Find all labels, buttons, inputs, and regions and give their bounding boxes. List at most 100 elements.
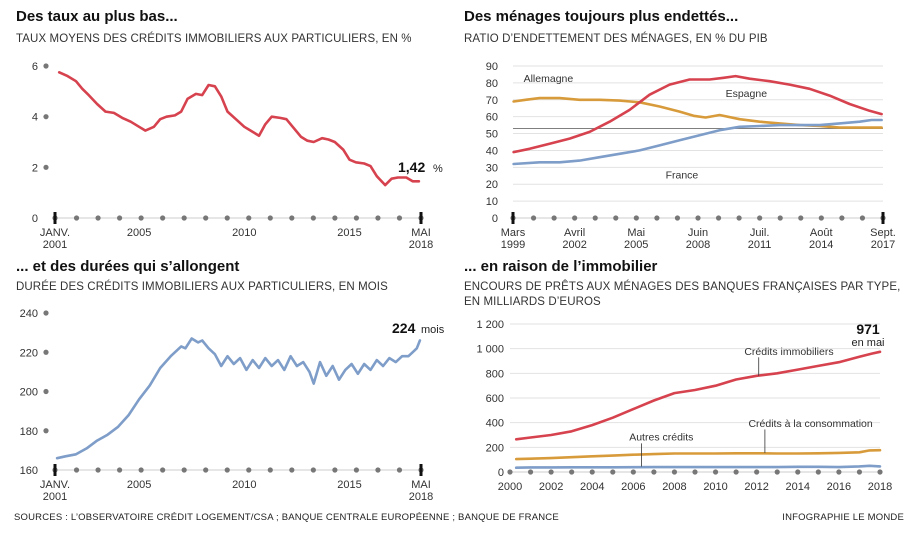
y-tick-label: 400 — [486, 418, 504, 430]
end-value-label: 1,42 — [398, 159, 425, 175]
x-tick-dot — [267, 215, 273, 221]
x-tick-label: 2012 — [744, 481, 768, 493]
series-line-allemagne — [512, 96, 883, 129]
x-tick-dot — [95, 215, 101, 221]
duration-panel: ... et des durées qui s’allongent DURÉE … — [0, 256, 456, 508]
x-tick-label: 2017 — [871, 239, 895, 251]
series-label: Crédits à la consommation — [748, 418, 872, 430]
x-tick-dot — [396, 467, 403, 473]
x-tick-dot — [651, 469, 657, 475]
x-tick-dot — [353, 467, 360, 473]
x-tick-dot — [736, 215, 742, 221]
x-tick-label: 2000 — [498, 481, 522, 493]
x-tick-dot — [589, 469, 595, 475]
x-tick-label: 1999 — [501, 239, 525, 251]
x-tick-label: 2006 — [621, 481, 645, 493]
x-tick-dot — [375, 215, 381, 221]
x-tick-label: 2010 — [703, 481, 727, 493]
x-tick-dot — [507, 469, 513, 475]
x-tick-dot — [610, 469, 616, 475]
y-tick-label: 200 — [486, 442, 504, 454]
credit-footer: INFOGRAPHIE LE MONDE — [782, 512, 904, 523]
x-tick-dot — [774, 469, 780, 475]
y-tick-label: 20 — [486, 179, 498, 191]
x-tick-dot — [777, 215, 783, 221]
y-tick-label: 80 — [486, 78, 498, 90]
x-tick-label: 2010 — [232, 479, 256, 491]
y-tick-label: 1 200 — [476, 319, 504, 331]
end-value-label: 971 — [856, 321, 880, 337]
x-tick-label: 2018 — [409, 239, 433, 251]
x-tick-dot — [138, 467, 144, 473]
x-tick-label: 2008 — [686, 239, 710, 251]
y-tick-dot — [43, 388, 49, 395]
x-tick-dot — [859, 215, 866, 221]
y-tick-dot — [43, 310, 49, 316]
x-tick-label: 2018 — [409, 491, 433, 503]
y-tick-label: 50 — [486, 129, 498, 141]
x-tick-dot — [818, 215, 824, 221]
x-tick-label: MAI — [411, 227, 431, 239]
x-tick-dot — [203, 467, 209, 473]
x-tick-dot — [160, 215, 166, 221]
series-line-espagne — [512, 74, 883, 154]
y-tick-label: 10 — [486, 196, 498, 208]
x-tick-dot — [674, 215, 681, 221]
y-tick-label: 60 — [486, 112, 498, 124]
x-tick-dot — [332, 215, 338, 221]
y-tick-dot — [43, 349, 49, 355]
y-tick-label: 240 — [20, 308, 38, 320]
x-tick-dot — [116, 215, 123, 221]
x-tick-label: 2005 — [624, 239, 648, 251]
x-tick-label: JANV. — [40, 479, 70, 491]
x-tick-dot — [551, 215, 557, 221]
x-tick-label: Juin — [688, 227, 708, 239]
y-tick-label: 180 — [20, 426, 38, 438]
x-tick-dot — [654, 215, 660, 221]
x-tick-dot — [73, 215, 80, 221]
outstanding-subtitle-line1: ENCOURS DE PRÊTS AUX MÉNAGES DES BANQUES… — [464, 281, 901, 293]
x-tick-dot — [798, 215, 804, 221]
x-tick-label: Mai — [627, 227, 645, 239]
y-tick-label: 0 — [498, 467, 504, 479]
x-tick-label: JANV. — [40, 227, 70, 239]
y-tick-label: 2 — [32, 162, 38, 174]
x-tick-label: 2014 — [809, 239, 833, 251]
debt-panel: Des ménages toujours plus endettés... RA… — [456, 0, 912, 262]
x-tick-dot — [695, 215, 701, 221]
x-tick-dot — [630, 469, 636, 475]
x-tick-dot — [224, 215, 230, 221]
x-tick-label: 2001 — [43, 491, 67, 503]
x-tick-dot — [181, 467, 187, 473]
y-tick-label: 6 — [32, 61, 38, 73]
series-label: Allemagne — [524, 73, 574, 85]
rates-title: Des taux au plus bas... — [16, 8, 178, 25]
series-line-rates — [57, 71, 421, 187]
x-tick-dot — [815, 469, 821, 475]
outstanding-subtitle-line2: EN MILLIARDS D’EUROS — [464, 296, 601, 308]
x-tick-dot — [246, 467, 252, 473]
outstanding-chart: 0 200 400 600 800 1 000 1 200 2000 2002 2004 2006 2… — [476, 319, 892, 493]
x-tick-dot — [548, 469, 554, 475]
x-tick-dot — [712, 469, 719, 475]
y-tick-label: 4 — [32, 112, 38, 124]
duration-subtitle: DURÉE DES CRÉDITS IMMOBILIERS AUX PARTIC… — [16, 281, 388, 293]
x-tick-label: Sept. — [870, 227, 896, 239]
x-tick-label: Juil. — [750, 227, 770, 239]
end-unit-label: mois — [421, 324, 445, 336]
outstanding-title: ... en raison de l’immobilier — [464, 258, 658, 275]
end-value-label: 224 — [392, 320, 416, 336]
x-tick-dot — [836, 469, 842, 475]
debt-title: Des ménages toujours plus endettés... — [464, 8, 739, 25]
x-tick-label: 2010 — [232, 227, 256, 239]
debt-chart: 0102030405060708090Mars1999Avril2002Mai2… — [486, 61, 896, 251]
x-tick-label: 2018 — [868, 481, 892, 493]
x-tick-dot — [181, 215, 187, 221]
end-unit-label: en mai — [851, 337, 884, 349]
outstanding-panel: ... en raison de l’immobilier ENCOURS DE… — [456, 256, 912, 508]
x-tick-dot — [671, 469, 678, 475]
x-tick-dot — [246, 215, 252, 221]
y-tick-label: 1 000 — [476, 344, 504, 356]
